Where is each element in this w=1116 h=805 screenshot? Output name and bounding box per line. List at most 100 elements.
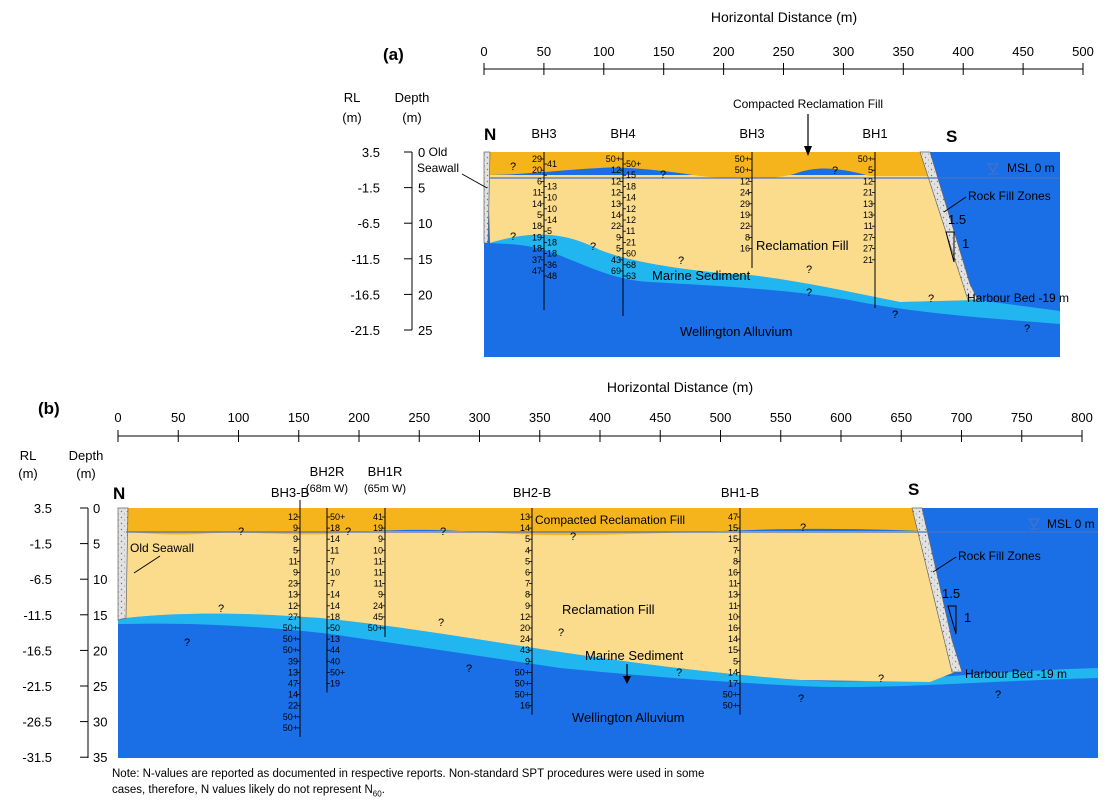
spt-value: 9: [525, 601, 530, 611]
panel-b-marine-sediment: [118, 613, 1098, 688]
spt-value: 50+: [606, 154, 621, 164]
rl-tick-label: 3.5: [34, 501, 52, 516]
rl-tick-label: -1.5: [30, 537, 52, 552]
panel-b-rl-header-1: RL: [20, 448, 37, 463]
panel-b-old-seawall: [117, 507, 129, 621]
spt-value: 14: [611, 210, 621, 220]
spt-value: 50+: [368, 623, 383, 633]
rl-tick-label: -11.5: [351, 252, 380, 267]
svg-text:?: ?: [438, 617, 444, 629]
spt-value: 11: [626, 226, 635, 236]
depth-tick-label: 0: [418, 145, 425, 160]
rl-tick-label: -31.5: [22, 750, 52, 765]
borehole-name: BH2R: [310, 464, 345, 479]
svg-text:?: ?: [590, 241, 596, 253]
depth-tick-label: 15: [418, 252, 432, 267]
spt-value: 41: [373, 512, 383, 522]
svg-text:?: ?: [218, 603, 224, 615]
spt-value: 27: [863, 244, 873, 254]
x-tick-label: 50: [171, 410, 185, 425]
spt-value: 13: [728, 590, 738, 600]
spt-value: 12: [288, 601, 298, 611]
spt-value: 7: [525, 579, 530, 589]
panel-b-harbour-bed-label: Harbour Bed -19 m: [965, 667, 1067, 681]
footnote: Note: N-values are reported as documente…: [112, 766, 1012, 802]
spt-value: 16: [740, 244, 750, 254]
spt-value: 9: [378, 534, 383, 544]
spt-value: 17: [728, 679, 738, 689]
x-tick-label: 200: [713, 44, 735, 59]
x-tick-label: 450: [1012, 44, 1034, 59]
borehole-name: BH4: [610, 126, 635, 141]
x-tick-label: 450: [649, 410, 671, 425]
spt-value: 13: [330, 634, 340, 644]
borehole-name: BH3-B: [271, 485, 309, 500]
x-tick-label: 800: [1071, 410, 1093, 425]
spt-value: 50: [330, 623, 340, 633]
spt-value: 18: [532, 244, 542, 254]
spt-value: 22: [288, 701, 298, 711]
rl-tick-label: -6.5: [358, 216, 380, 231]
footnote-subscript: 60: [372, 789, 382, 799]
borehole: BH450+12121213142295436950+1518141212112…: [606, 126, 641, 316]
spt-value: 12: [611, 165, 621, 175]
spt-value: 11: [374, 568, 383, 578]
spt-value: 50+: [283, 712, 298, 722]
spt-value: 19: [532, 232, 542, 242]
panel-b-old-seawall-label: Old Seawall: [130, 541, 194, 555]
rl-tick-label: -16.5: [22, 643, 52, 658]
panel-b-boreholes: BH3-B129951192313122750+50+50+3913471422…: [271, 464, 759, 737]
footnote-line-1: Note: N-values are reported as documente…: [112, 768, 705, 780]
spt-value: 16: [520, 701, 530, 711]
svg-text:?: ?: [800, 522, 806, 534]
depth-tick-label: 5: [418, 181, 425, 196]
spt-value: 50+: [283, 634, 298, 644]
x-tick-label: 100: [228, 410, 250, 425]
panel-a-slope-h: 1.5: [948, 212, 966, 227]
spt-value: 15: [728, 523, 738, 533]
spt-value: 50+: [330, 667, 345, 677]
spt-value: 18: [532, 221, 542, 231]
spt-value: 6: [525, 568, 530, 578]
x-tick-label: 500: [1072, 44, 1094, 59]
panel-a-old-seawall-label-2: Seawall: [417, 161, 459, 175]
spt-value: 50+: [735, 165, 750, 175]
depth-tick-label: 5: [93, 537, 100, 552]
panel-a-label: (a): [383, 45, 404, 64]
panel-a-rock-fill-label: Rock Fill Zones: [968, 189, 1051, 203]
borehole-offset: (68m W): [306, 483, 348, 495]
svg-text:?: ?: [184, 637, 190, 649]
x-tick-label: 100: [593, 44, 615, 59]
spt-value: 11: [729, 601, 738, 611]
x-tick-label: 400: [589, 410, 611, 425]
spt-value: 19: [373, 523, 383, 533]
svg-text:?: ?: [440, 526, 446, 538]
spt-value: 39: [288, 656, 298, 666]
panel-b-uncertain-marks: ? ? ? ? ? ? ? ? ? ? ? ? ? ?: [184, 522, 1001, 705]
panel-a-harbour-bed-label: Harbour Bed -19 m: [967, 291, 1069, 305]
panel-b-reclamation-fill: [118, 531, 960, 682]
x-tick-label: 700: [951, 410, 973, 425]
spt-value: 13: [863, 199, 873, 209]
x-tick-label: 0: [480, 44, 487, 59]
spt-value: 9: [293, 534, 298, 544]
spt-value: 20: [532, 165, 542, 175]
svg-text:?: ?: [345, 526, 351, 538]
spt-value: 43: [520, 645, 530, 655]
spt-value: 14: [547, 215, 557, 225]
spt-value: 47: [288, 679, 298, 689]
svg-text:?: ?: [676, 667, 682, 679]
panel-a-south: S: [946, 127, 957, 146]
panel-b-depth-header-1: Depth: [69, 448, 104, 463]
spt-value: 29: [532, 154, 542, 164]
depth-tick-label: 10: [93, 572, 107, 587]
svg-text:?: ?: [878, 673, 884, 685]
svg-text:?: ?: [660, 169, 666, 181]
spt-value: 37: [532, 255, 542, 265]
panel-a-rl-header-2: (m): [342, 110, 362, 125]
spt-value: 14: [532, 199, 542, 209]
